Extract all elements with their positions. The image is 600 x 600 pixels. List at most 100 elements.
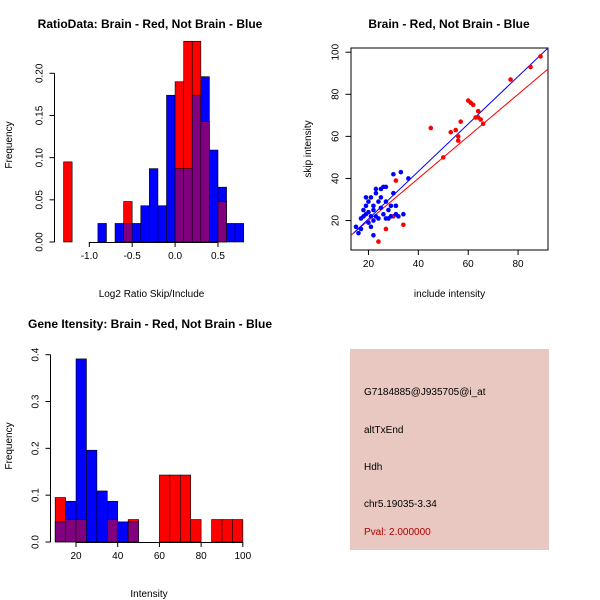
histogram-bar-not-brain bbox=[86, 449, 98, 543]
point-brain bbox=[478, 117, 483, 122]
histogram-bar-not-brain bbox=[140, 205, 150, 243]
histogram-bar-brain bbox=[63, 161, 73, 243]
chart-title: Brain - Red, Not Brain - Blue bbox=[368, 17, 530, 31]
y-axis-label: skip intensity bbox=[303, 120, 314, 177]
x-axis-label: include intensity bbox=[414, 289, 485, 300]
histogram-bar-brain bbox=[159, 474, 171, 543]
point-not-brain bbox=[366, 209, 371, 215]
point-not-brain bbox=[396, 214, 401, 219]
y-tick-label: 0.00 bbox=[35, 232, 46, 252]
point-not-brain bbox=[358, 226, 364, 232]
point-brain bbox=[528, 64, 533, 70]
genomic-location: chr5.19035-3.34 bbox=[364, 499, 437, 510]
y-tick-label: 0.3 bbox=[31, 394, 42, 408]
y-tick-label: 0.20 bbox=[35, 63, 46, 83]
histogram-bar-brain bbox=[232, 519, 244, 543]
point-not-brain bbox=[356, 230, 361, 236]
point-not-brain bbox=[391, 190, 396, 196]
point-brain bbox=[538, 54, 543, 59]
x-tick-label: 80 bbox=[513, 259, 525, 270]
point-not-brain bbox=[363, 203, 369, 209]
point-not-brain bbox=[383, 199, 389, 204]
probe-id: G7184885@J935705@i_at bbox=[364, 387, 486, 398]
x-tick-label: -0.5 bbox=[124, 251, 142, 262]
x-tick-label: 60 bbox=[463, 259, 475, 270]
point-not-brain bbox=[353, 224, 359, 230]
point-not-brain bbox=[378, 205, 384, 211]
histogram-bar-not-brain bbox=[75, 358, 87, 543]
histogram-bar-overlap bbox=[123, 223, 133, 243]
y-tick-label: 0.1 bbox=[31, 488, 42, 502]
event-type: altTxEnd bbox=[364, 425, 404, 436]
histogram-bar-overlap bbox=[174, 168, 184, 243]
point-not-brain bbox=[373, 186, 379, 192]
histogram-bar-overlap bbox=[106, 519, 119, 543]
y-tick-label: 0.4 bbox=[31, 347, 42, 361]
x-tick-label: 20 bbox=[70, 551, 82, 562]
y-tick-label: 0.2 bbox=[31, 441, 42, 455]
x-axis-label: Log2 Ratio Skip/Include bbox=[99, 289, 205, 300]
point-not-brain bbox=[366, 220, 371, 225]
point-not-brain bbox=[378, 195, 384, 200]
point-not-brain bbox=[363, 195, 369, 200]
x-tick-label: 40 bbox=[413, 259, 425, 270]
point-brain bbox=[508, 77, 513, 82]
y-tick-label: 20 bbox=[331, 215, 342, 227]
identity-line bbox=[350, 68, 549, 236]
point-brain bbox=[393, 178, 399, 183]
y-tick-label: 100 bbox=[331, 43, 342, 60]
histogram-bar-overlap bbox=[54, 521, 66, 543]
y-tick-label: 0.15 bbox=[35, 105, 46, 125]
point-brain bbox=[480, 121, 486, 127]
point-not-brain bbox=[371, 232, 376, 238]
chart-title: Gene Itensity: Brain - Red, Not Brain - … bbox=[28, 317, 272, 331]
fit-line bbox=[353, 47, 549, 234]
y-tick-label: 40 bbox=[331, 172, 342, 184]
point-not-brain bbox=[381, 211, 386, 217]
point-not-brain bbox=[371, 203, 376, 209]
plot-frame bbox=[350, 47, 549, 251]
histogram-bar-overlap bbox=[200, 121, 210, 243]
point-brain bbox=[401, 222, 406, 228]
point-not-brain bbox=[386, 207, 391, 213]
gene-name: Hdh bbox=[364, 462, 383, 473]
y-axis-label: Frequency bbox=[4, 121, 15, 168]
histogram-bar-overlap bbox=[65, 519, 77, 543]
x-axis-label: Intensity bbox=[130, 589, 167, 600]
histogram-bar-brain bbox=[169, 474, 181, 543]
histogram-bar-brain bbox=[190, 519, 202, 543]
histogram-bar-not-brain bbox=[114, 223, 124, 243]
point-brain bbox=[448, 129, 454, 135]
point-not-brain bbox=[376, 216, 381, 221]
point-not-brain bbox=[383, 216, 389, 221]
point-brain bbox=[475, 108, 481, 114]
y-axis-label: Frequency bbox=[4, 422, 15, 469]
point-brain bbox=[458, 119, 464, 124]
y-tick-label: 0.05 bbox=[35, 190, 46, 210]
histogram-bar-not-brain bbox=[149, 168, 159, 243]
point-not-brain bbox=[371, 218, 376, 223]
point-not-brain bbox=[371, 207, 376, 213]
histogram-bar-overlap bbox=[217, 201, 227, 243]
histogram-bar-not-brain bbox=[226, 223, 236, 243]
x-tick-label: 60 bbox=[154, 551, 166, 562]
histogram-bar-brain bbox=[221, 519, 233, 543]
point-not-brain bbox=[376, 199, 381, 204]
histogram-bar-not-brain bbox=[96, 490, 108, 543]
point-not-brain bbox=[366, 199, 371, 204]
pval-text: Pval: 2.000000 bbox=[364, 527, 431, 538]
point-brain bbox=[428, 125, 434, 131]
point-brain bbox=[453, 127, 459, 133]
histogram-bar-not-brain bbox=[166, 94, 176, 243]
point-not-brain bbox=[388, 214, 394, 219]
x-tick-label: 0.5 bbox=[211, 251, 225, 262]
x-tick-label: -1.0 bbox=[81, 251, 99, 262]
point-brain bbox=[455, 138, 461, 143]
histogram-bar-brain bbox=[211, 519, 223, 543]
histogram-bar-overlap bbox=[75, 519, 87, 543]
histogram-bar-brain bbox=[179, 474, 192, 543]
point-not-brain bbox=[398, 169, 404, 175]
point-brain bbox=[455, 134, 461, 139]
histogram-bar-not-brain bbox=[97, 223, 107, 243]
point-not-brain bbox=[406, 176, 411, 181]
